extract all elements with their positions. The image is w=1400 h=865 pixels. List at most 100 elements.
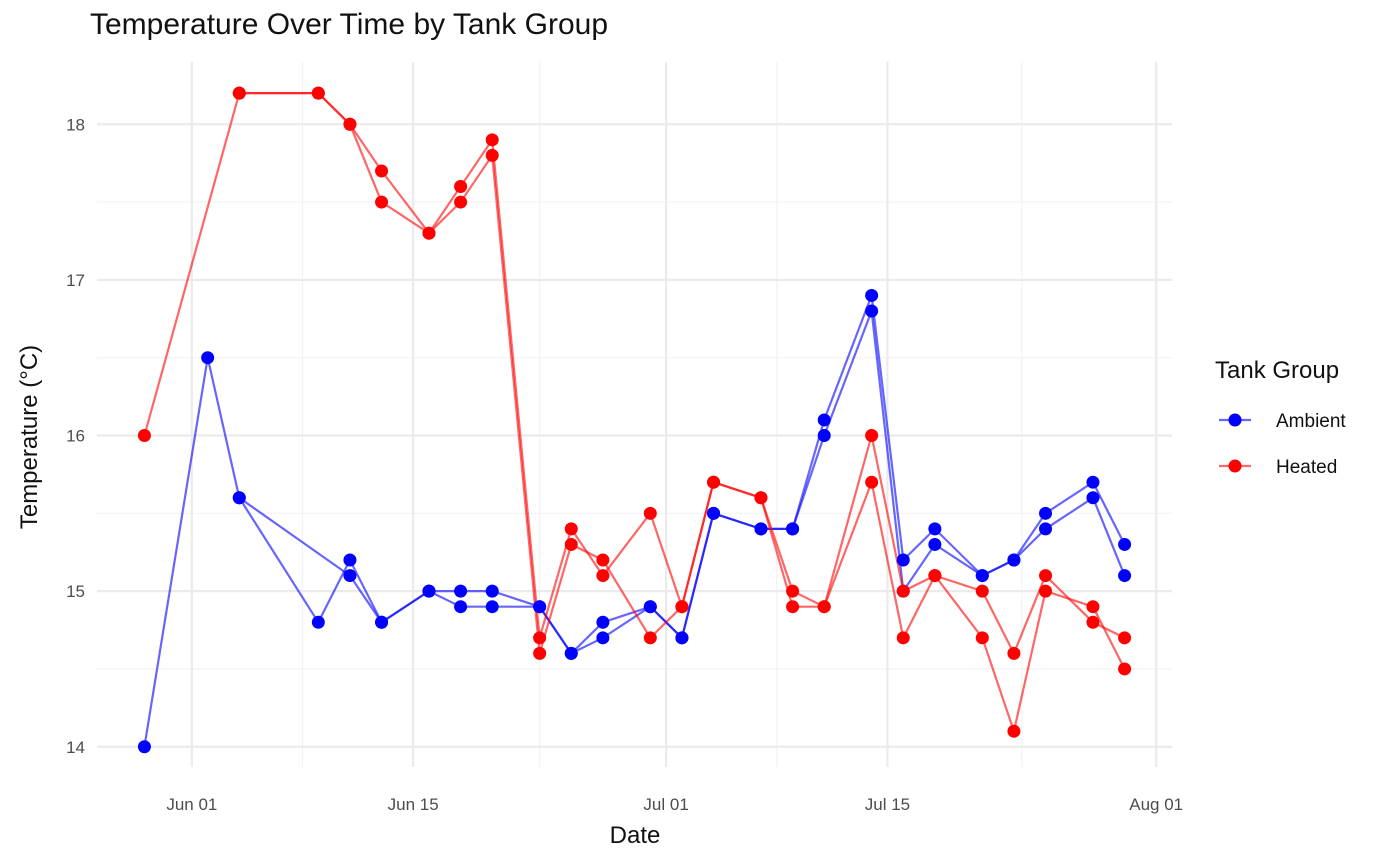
ambient-data-point xyxy=(137,740,151,754)
heated-data-point xyxy=(1007,646,1021,660)
y-axis-title: Temperature (°C) xyxy=(16,345,43,529)
heated-data-point xyxy=(675,600,689,614)
heated-data-point xyxy=(564,522,578,536)
ambient-data-point xyxy=(375,615,389,629)
legend-title: Tank Group xyxy=(1215,357,1339,384)
legend-label: Heated xyxy=(1276,457,1337,478)
heated-data-point xyxy=(1039,584,1053,598)
y-axis-tick-labels: 14 15 16 17 18 xyxy=(66,115,85,757)
heated-data-point xyxy=(786,584,800,598)
ambient-data-point xyxy=(786,522,800,536)
ambient-data-point xyxy=(343,569,357,583)
x-axis-tick-labels: Jun 01 Jun 15 Jul 01 Jul 15 Aug 01 xyxy=(166,795,1183,814)
y-tick-label: 17 xyxy=(66,271,85,290)
ambient-data-point xyxy=(485,600,499,614)
legend-items: Ambient Heated xyxy=(1219,411,1346,478)
heated-data-point xyxy=(896,631,910,645)
x-tick-label: Jul 01 xyxy=(643,795,688,814)
heated-data-point xyxy=(817,600,831,614)
ambient-data-point xyxy=(422,584,436,598)
y-tick-label: 14 xyxy=(66,738,85,757)
ambient-data-point xyxy=(1039,522,1053,536)
minor-gridlines xyxy=(97,62,1172,767)
ambient-data-point xyxy=(343,553,357,567)
x-tick-label: Jul 15 xyxy=(865,795,910,814)
heated-data-point xyxy=(533,631,547,645)
ambient-data-point xyxy=(817,413,831,427)
y-tick-label: 18 xyxy=(66,115,85,134)
ambient-series-line xyxy=(238,295,1126,656)
heated-data-point xyxy=(643,506,657,520)
heated-series-line xyxy=(239,91,1126,657)
ambient-data-point xyxy=(485,584,499,598)
ambient-data-point xyxy=(1086,475,1100,489)
heated-data-point xyxy=(454,180,468,194)
ambient-data-point xyxy=(596,631,610,645)
heated-data-point xyxy=(1118,662,1132,676)
heated-data-point xyxy=(375,164,389,178)
ambient-data-point xyxy=(454,584,468,598)
x-tick-label: Jun 01 xyxy=(166,795,217,814)
legend: Tank Group Ambient Heated xyxy=(1215,357,1346,478)
heated-data-point xyxy=(485,133,499,147)
ambient-data-point xyxy=(975,569,989,583)
chart-title: Temperature Over Time by Tank Group xyxy=(90,8,608,41)
heated-data-point xyxy=(311,86,325,100)
heated-data-point xyxy=(928,569,942,583)
ambient-data-point xyxy=(454,600,468,614)
ambient-data-point xyxy=(865,304,879,318)
heated-data-point xyxy=(754,491,768,505)
x-axis-title: Date xyxy=(610,822,661,849)
ambient-data-point xyxy=(754,522,768,536)
legend-key-point xyxy=(1228,413,1242,427)
heated-data-point xyxy=(564,537,578,551)
heated-data-point xyxy=(1086,615,1100,629)
heated-data-point xyxy=(596,569,610,583)
heated-data-point xyxy=(643,631,657,645)
ambient-data-point xyxy=(564,646,578,660)
legend-item-ambient: Ambient xyxy=(1219,411,1346,432)
ambient-data-point xyxy=(865,288,879,302)
ambient-data-point xyxy=(675,631,689,645)
ambient-data-point xyxy=(1118,569,1132,583)
ambient-data-point xyxy=(707,506,721,520)
ambient-data-point xyxy=(928,537,942,551)
heated-data-point xyxy=(865,475,879,489)
heated-data-point xyxy=(1086,600,1100,614)
ambient-data-point xyxy=(928,522,942,536)
heated-data-point xyxy=(975,631,989,645)
ambient-data-point xyxy=(896,553,910,567)
heated-data-point xyxy=(454,195,468,209)
heated-data-point xyxy=(707,475,721,489)
heated-data-point xyxy=(786,600,800,614)
heated-data-point xyxy=(896,584,910,598)
legend-item-heated: Heated xyxy=(1219,457,1337,478)
x-tick-label: Jun 15 xyxy=(388,795,439,814)
x-tick-label: Aug 01 xyxy=(1129,795,1183,814)
heated-data-point xyxy=(422,226,436,240)
y-tick-label: 16 xyxy=(66,427,85,446)
heated-data-point xyxy=(232,86,246,100)
heated-data-point xyxy=(1118,631,1132,645)
heated-data-point xyxy=(375,195,389,209)
y-tick-label: 15 xyxy=(66,582,85,601)
series-lines xyxy=(143,91,1126,747)
major-gridlines xyxy=(97,62,1172,767)
ambient-data-point xyxy=(596,615,610,629)
ambient-data-point xyxy=(1118,537,1132,551)
ambient-data-point xyxy=(817,429,831,443)
heated-data-point xyxy=(1007,724,1021,738)
heated-data-point xyxy=(137,429,151,443)
heated-data-point xyxy=(343,117,357,131)
ambient-data-point xyxy=(232,491,246,505)
ambient-data-point xyxy=(1007,553,1021,567)
legend-label: Ambient xyxy=(1276,411,1346,432)
heated-data-point xyxy=(865,429,879,443)
ambient-data-point xyxy=(1086,491,1100,505)
ambient-data-point xyxy=(643,600,657,614)
legend-key-point xyxy=(1228,459,1242,473)
heated-data-point xyxy=(1039,569,1053,583)
heated-data-point xyxy=(975,584,989,598)
heated-data-point xyxy=(485,148,499,162)
